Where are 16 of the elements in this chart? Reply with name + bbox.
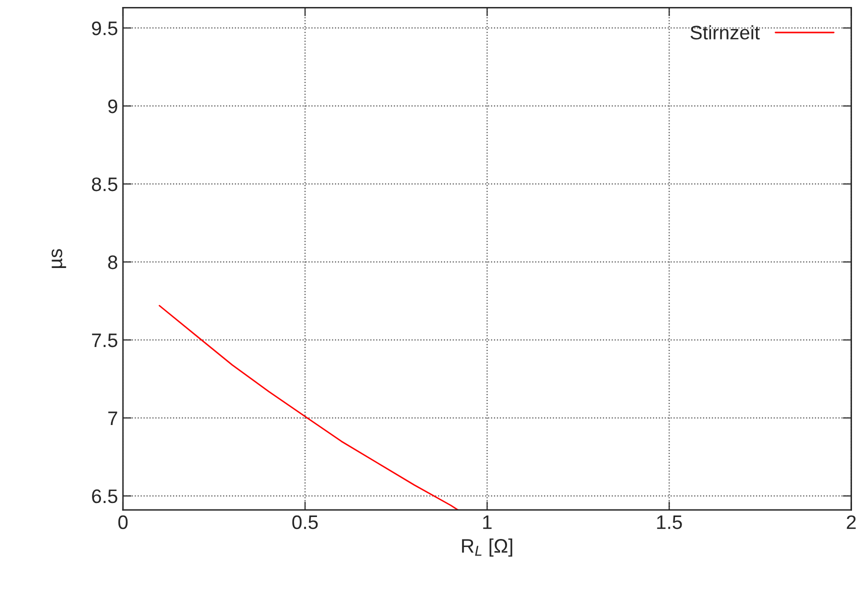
line-series [158,304,459,510]
x-tick-label: 0 [118,515,128,530]
y-axis-title: µs [52,249,66,268]
y-tick-label: 7 [108,412,118,425]
x-tick-label: 0.5 [292,515,318,530]
x-axis-title: R$_{L}$ [Ω] [462,538,512,557]
x-tick-label: 2 [846,515,856,529]
y-tick-label: 7.5 [92,334,118,348]
legend-label: Stirnzeit [690,25,760,40]
x-tick-label: 1 [483,516,492,529]
x-tick-label: 1.5 [657,516,682,530]
y-tick-label: 8 [108,255,118,270]
y-tick-label: 9 [108,99,118,114]
y-tick-label: 9.5 [92,21,118,36]
y-tick-label: 6.5 [92,489,118,504]
y-tick-label: 8.5 [92,177,118,192]
